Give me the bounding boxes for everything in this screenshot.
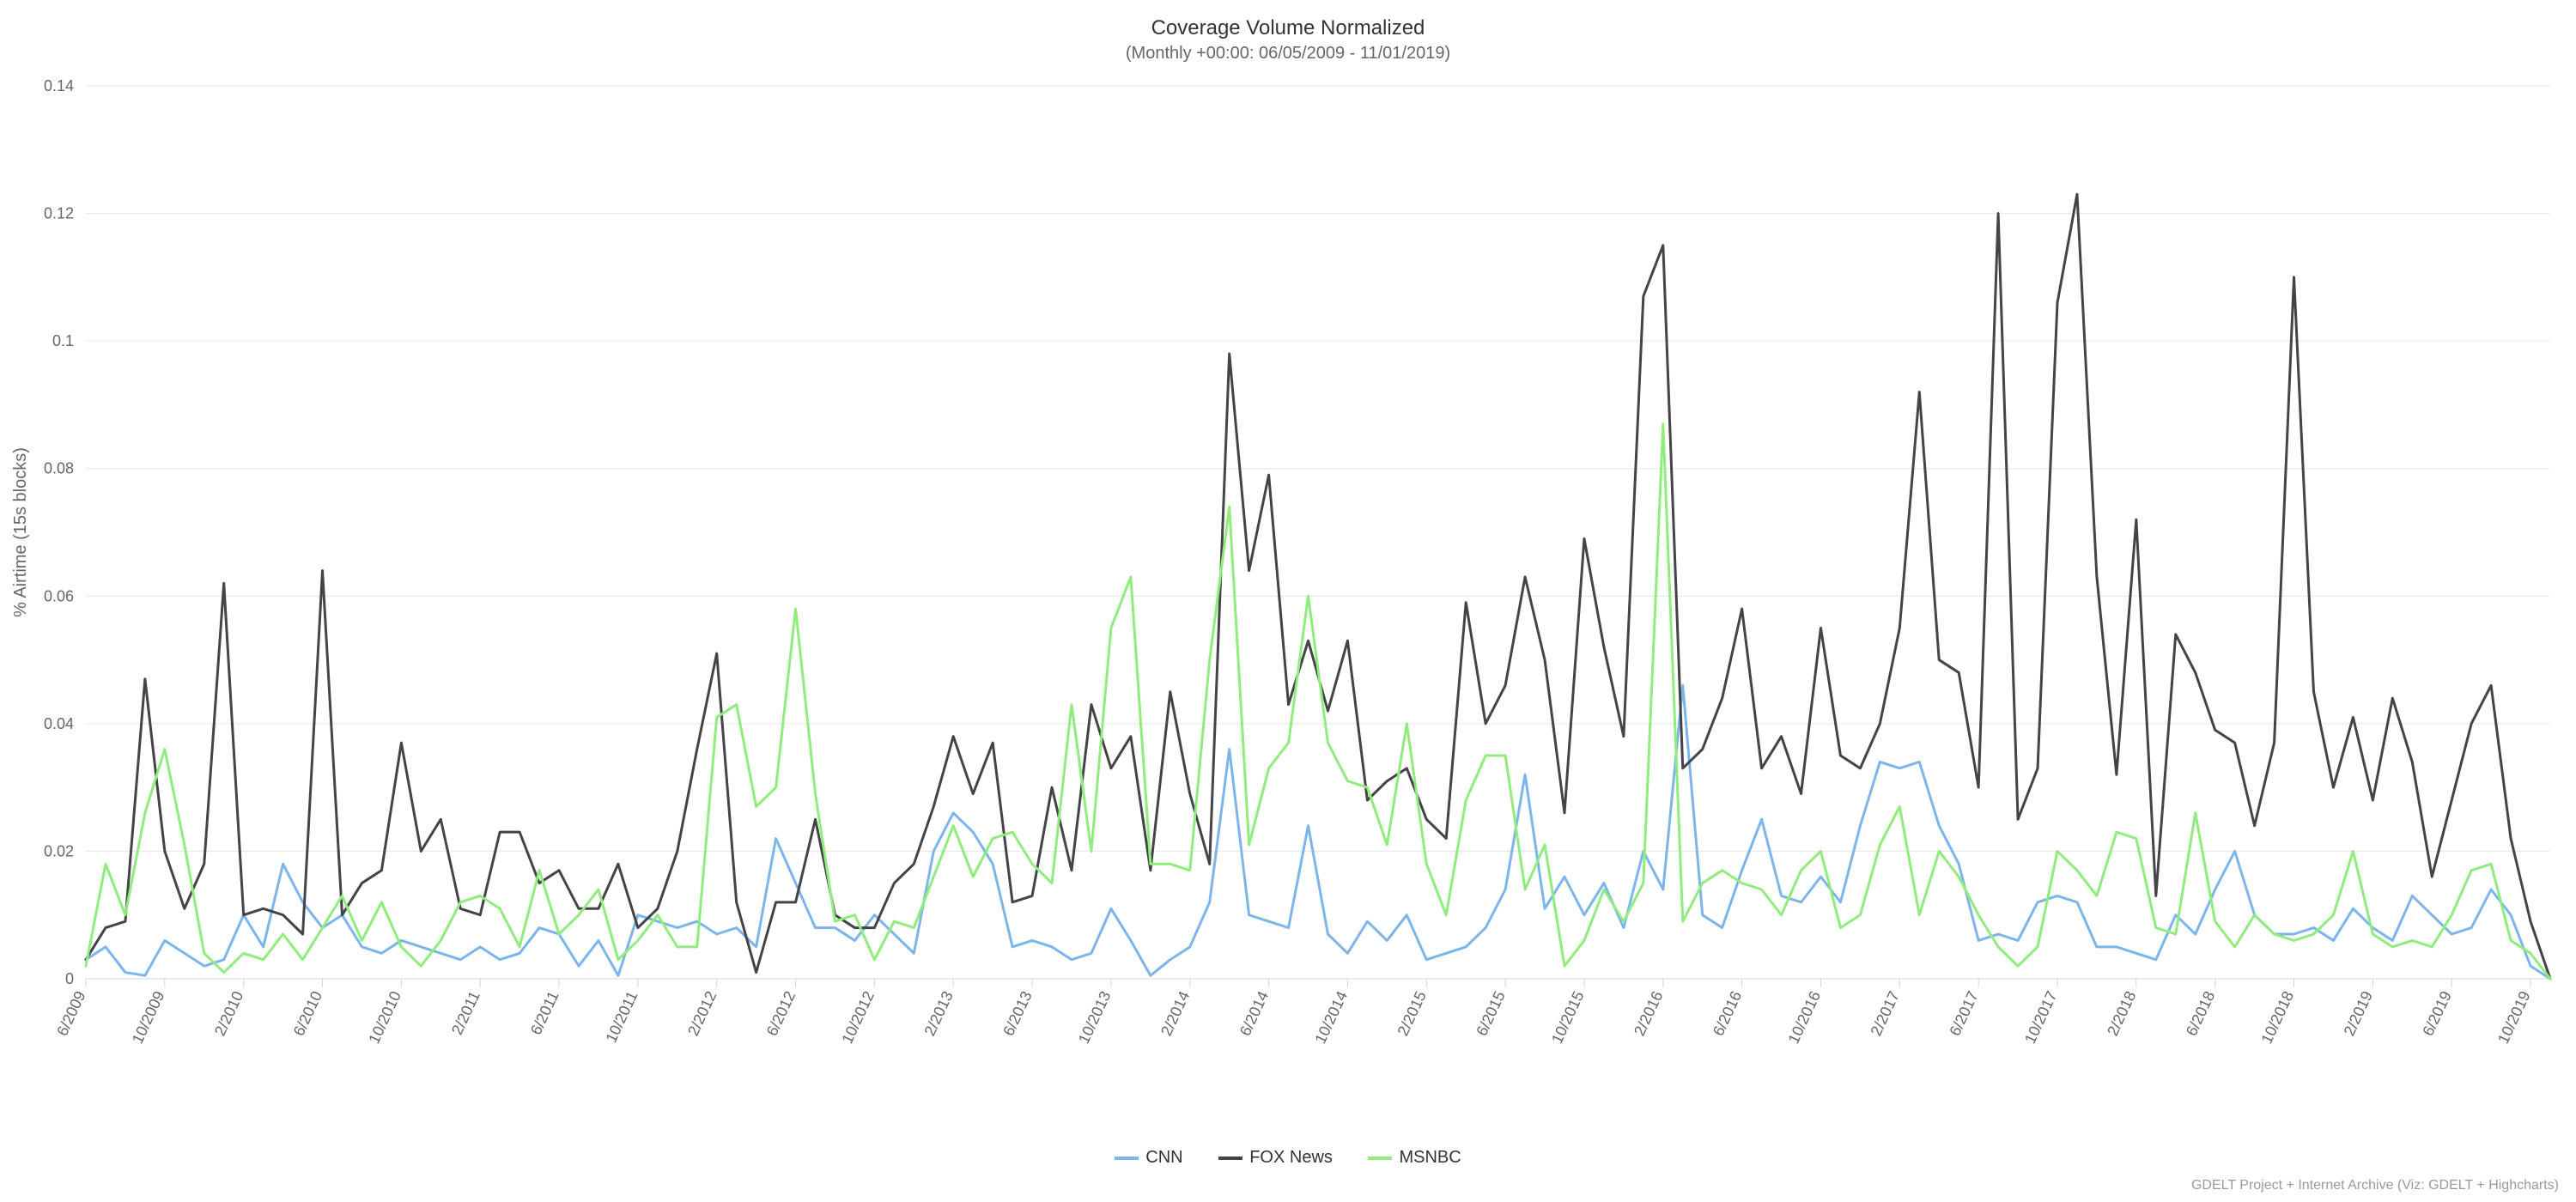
svg-text:6/2017: 6/2017	[1946, 988, 1981, 1038]
svg-text:0.04: 0.04	[44, 715, 74, 732]
legend-item-cnn[interactable]: CNN	[1115, 1148, 1182, 1168]
svg-text:6/2011: 6/2011	[527, 988, 562, 1037]
svg-text:10/2009: 10/2009	[129, 988, 168, 1046]
chart-title: Coverage Volume Normalized	[1151, 16, 1425, 39]
svg-text:6/2018: 6/2018	[2183, 988, 2218, 1038]
svg-text:10/2012: 10/2012	[838, 988, 878, 1046]
svg-text:2/2010: 2/2010	[211, 988, 246, 1038]
svg-text:6/2013: 6/2013	[999, 988, 1035, 1038]
svg-text:10/2010: 10/2010	[365, 988, 404, 1046]
svg-text:10/2018: 10/2018	[2258, 988, 2298, 1046]
svg-text:6/2019: 6/2019	[2419, 988, 2454, 1038]
chart-container: Coverage Volume Normalized (Monthly +00:…	[0, 0, 2576, 1202]
svg-text:6/2012: 6/2012	[763, 988, 799, 1038]
svg-text:10/2019: 10/2019	[2494, 988, 2534, 1046]
svg-text:2/2018: 2/2018	[2104, 988, 2139, 1038]
svg-text:0.08: 0.08	[44, 460, 74, 477]
svg-text:6/2009: 6/2009	[53, 988, 88, 1038]
legend-label-fox: FOX News	[1249, 1148, 1333, 1167]
svg-text:10/2017: 10/2017	[2021, 988, 2061, 1046]
series-group	[86, 194, 2550, 979]
svg-text:2/2019: 2/2019	[2341, 988, 2376, 1038]
svg-text:2/2012: 2/2012	[684, 988, 720, 1038]
svg-text:10/2016: 10/2016	[1784, 988, 1824, 1046]
svg-text:0.14: 0.14	[44, 77, 74, 94]
gridlines	[86, 86, 2550, 979]
y-axis-title: % Airtime (15s blocks)	[11, 447, 30, 617]
x-axis: 6/2009 10/2009 2/2010 6/2010 10/2010 2/2011 6/…	[53, 979, 2550, 1047]
svg-text:10/2015: 10/2015	[1548, 988, 1588, 1046]
svg-text:0.02: 0.02	[44, 842, 74, 859]
legend-item-msnbc[interactable]: MSNBC	[1368, 1148, 1461, 1168]
credits[interactable]: GDELT Project + Internet Archive (Viz: G…	[2191, 1178, 2559, 1193]
svg-text:6/2016: 6/2016	[1710, 988, 1745, 1038]
legend: CNN FOX News MSNBC	[0, 1148, 2576, 1168]
legend-label-cnn: CNN	[1145, 1148, 1182, 1167]
series-line-msnbc[interactable]	[86, 424, 2550, 979]
svg-text:2/2011: 2/2011	[448, 988, 483, 1037]
series-line-cnn[interactable]	[86, 685, 2550, 979]
svg-text:6/2010: 6/2010	[290, 988, 325, 1038]
legend-item-fox[interactable]: FOX News	[1218, 1148, 1333, 1168]
svg-text:6/2015: 6/2015	[1473, 988, 1508, 1038]
svg-text:10/2014: 10/2014	[1311, 988, 1351, 1046]
svg-text:2/2017: 2/2017	[1868, 988, 1903, 1038]
svg-text:10/2013: 10/2013	[1075, 988, 1115, 1046]
svg-text:0.1: 0.1	[52, 332, 74, 349]
svg-text:2/2016: 2/2016	[1631, 988, 1666, 1038]
svg-text:6/2014: 6/2014	[1236, 988, 1272, 1038]
y-axis: 0 0.02 0.04 0.06 0.08 0.1 0.12 0.14	[44, 77, 74, 987]
legend-swatch-fox	[1218, 1156, 1242, 1160]
legend-swatch-msnbc	[1368, 1156, 1392, 1160]
chart-subtitle: (Monthly +00:00: 06/05/2009 - 11/01/2019…	[1126, 44, 1450, 63]
chart-svg: Coverage Volume Normalized (Monthly +00:…	[0, 0, 2576, 1202]
legend-label-msnbc: MSNBC	[1399, 1148, 1461, 1167]
svg-text:0: 0	[65, 970, 74, 987]
series-line-fox-news[interactable]	[86, 194, 2550, 979]
svg-text:2/2014: 2/2014	[1157, 988, 1193, 1038]
svg-text:2/2013: 2/2013	[920, 988, 956, 1038]
legend-swatch-cnn	[1115, 1156, 1139, 1160]
svg-text:0.06: 0.06	[44, 587, 74, 604]
svg-text:0.12: 0.12	[44, 205, 74, 222]
svg-text:10/2011: 10/2011	[602, 988, 641, 1045]
svg-text:2/2015: 2/2015	[1394, 988, 1430, 1038]
